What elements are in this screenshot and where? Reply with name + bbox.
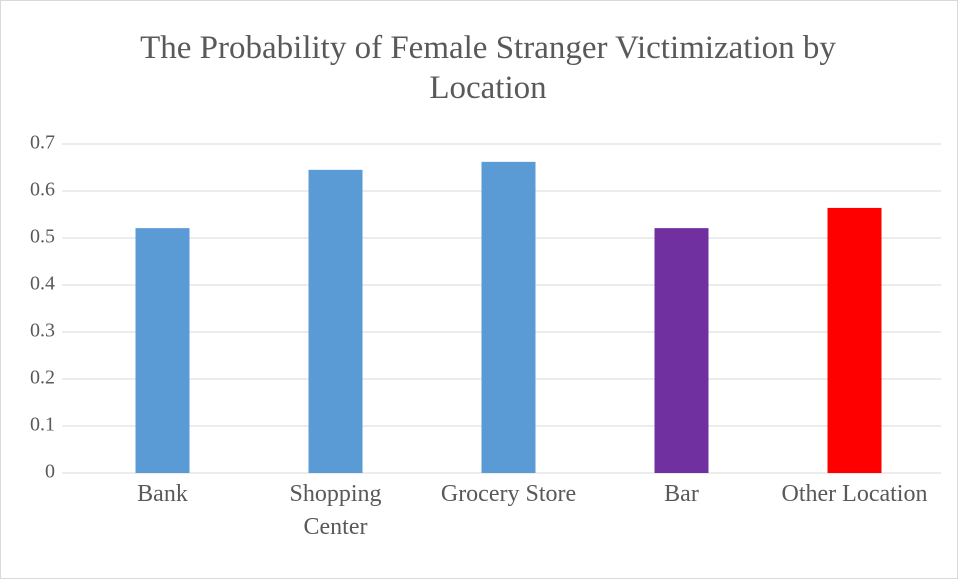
bar xyxy=(481,161,536,474)
bar xyxy=(308,169,363,473)
x-tick-label: Bar xyxy=(664,481,699,507)
y-tick-label: 0 xyxy=(45,461,55,483)
y-tick-label: 0.7 xyxy=(30,132,55,154)
x-tick-label: Shopping Center xyxy=(289,481,382,540)
y-tick-label: 0.4 xyxy=(30,273,55,295)
bar xyxy=(827,207,882,474)
bar xyxy=(135,228,190,473)
y-tick-label: 0.6 xyxy=(30,179,55,201)
bar xyxy=(654,228,709,473)
y-tick-label: 0.3 xyxy=(30,320,55,342)
chart-title: The Probability of Female Stranger Victi… xyxy=(140,30,836,106)
x-tick-label: Other Location xyxy=(781,481,928,507)
y-tick-label: 0.2 xyxy=(30,367,55,389)
x-tick-label: Bank xyxy=(137,481,188,507)
x-tick-label: Grocery Store xyxy=(440,481,577,507)
y-tick-label: 0.1 xyxy=(30,414,55,436)
y-tick-label: 0.5 xyxy=(30,226,55,248)
